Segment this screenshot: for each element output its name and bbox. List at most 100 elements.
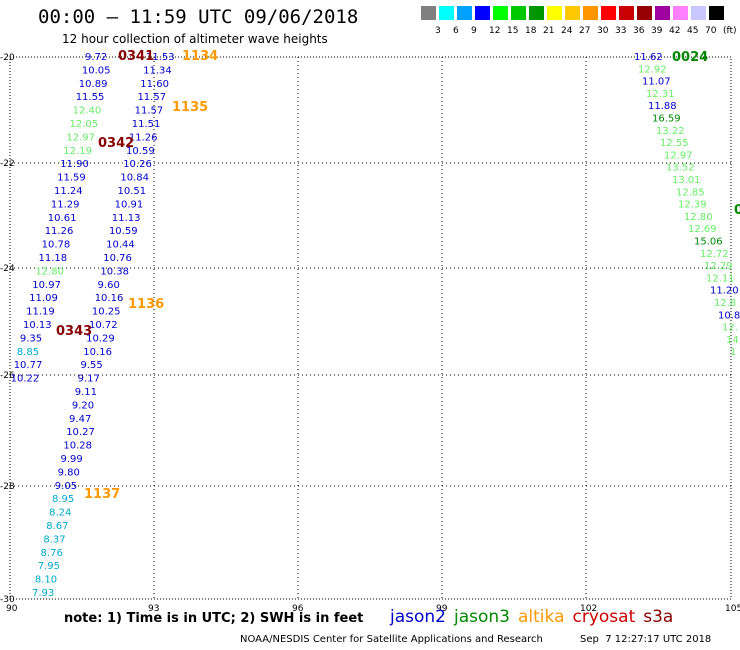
colorbar-unit: (ft): [723, 26, 737, 36]
swh-value: 12.80: [35, 266, 64, 277]
colorbar-swatch: [709, 6, 724, 20]
swh-value: 8.37: [43, 534, 65, 545]
swh-value: 12.19: [63, 146, 92, 157]
swh-value: 12.11: [706, 273, 735, 284]
map-frame: [9, 56, 732, 600]
colorbar-swatch: [439, 6, 454, 20]
swh-value: 12.85: [676, 187, 705, 198]
swh-value: 12.05: [70, 119, 99, 130]
colorbar-label: 33: [615, 26, 627, 36]
swh-value: 11.60: [140, 79, 169, 90]
swh-value: 11.90: [60, 159, 89, 170]
colorbar-swatch: [583, 6, 598, 20]
swh-value: 12.55: [660, 138, 689, 149]
pass-time-label: 1137: [84, 487, 120, 502]
colorbar-swatch: [511, 6, 526, 20]
swh-value: 9.60: [98, 280, 120, 291]
swh-value: 10.59: [126, 146, 155, 157]
swh-value: 11.19: [26, 307, 55, 318]
swh-value: 10.25: [92, 307, 121, 318]
colorbar-swatch: [637, 6, 652, 20]
colorbar-swatch: [529, 6, 544, 20]
colorbar-label: 42: [669, 26, 681, 36]
pass-time-label: 1134: [182, 49, 218, 64]
swh-value: 11.18: [39, 253, 68, 264]
swh-value: 10.51: [118, 186, 147, 197]
swh-value: 10.26: [123, 159, 152, 170]
swh-value: 15.06: [694, 237, 723, 248]
swh-value: 10.8: [718, 310, 740, 321]
swh-value: 10.76: [103, 253, 132, 264]
swh-value: 8.67: [46, 521, 68, 532]
swh-value: 10.72: [89, 320, 118, 331]
swh-value: 9.99: [61, 454, 83, 465]
swh-value: 8.10: [35, 575, 57, 586]
swh-value: 8.95: [52, 494, 74, 505]
colorbar-label: 3: [435, 26, 441, 36]
pass-time-label: 1135: [172, 100, 208, 115]
swh-value: 10.16: [95, 293, 124, 304]
swh-value: 13.52: [666, 163, 695, 174]
colorbar-swatch: [547, 6, 562, 20]
swh-value: 9.17: [78, 374, 100, 385]
swh-value: 10.91: [115, 199, 144, 210]
legend-jason2: jason2: [390, 607, 446, 627]
legend-s3a: s3a: [643, 607, 674, 627]
swh-value: 11.62: [634, 52, 663, 63]
swh-value: 10.27: [66, 427, 95, 438]
legend-jason3: jason3: [454, 607, 510, 627]
pass-time-label: 1136: [128, 297, 164, 312]
swh-value: 12.8: [714, 298, 736, 309]
swh-value: 10.59: [109, 226, 138, 237]
swh-value: 10.05: [82, 65, 111, 76]
swh-value: 11.57: [137, 92, 166, 103]
colorbar-label: 12: [489, 26, 501, 36]
swh-value: 8.85: [17, 347, 39, 358]
swh-value: 8.76: [41, 548, 63, 559]
swh-value: 10.13: [23, 320, 52, 331]
swh-value: 9.05: [55, 481, 77, 492]
swh-value: 11.07: [642, 77, 671, 88]
colorbar-label: 24: [561, 26, 573, 36]
swh-value: 1: [730, 347, 736, 358]
colorbar-label: 6: [453, 26, 459, 36]
satellite-legend: jason2 jason3 altika cryosat s3a: [390, 607, 681, 627]
colorbar-swatch: [691, 6, 706, 20]
colorbar-swatch: [475, 6, 490, 20]
swh-value: 12.92: [638, 64, 667, 75]
x-tick-label: 93: [148, 604, 159, 614]
swh-value: 10.77: [14, 360, 43, 371]
map-title: 00:00 – 11:59 UTC 09/06/2018: [38, 6, 359, 28]
swh-value: 11.29: [51, 199, 80, 210]
colorbar-label: 45: [687, 26, 699, 36]
swh-value: 8.24: [49, 508, 71, 519]
swh-value: 11.09: [29, 293, 58, 304]
pass-time-label: 0341: [118, 49, 154, 64]
legend-cryosat: cryosat: [572, 607, 636, 627]
colorbar-swatch: [655, 6, 670, 20]
swh-value: 13.01: [672, 175, 701, 186]
swh-value: 12.: [722, 323, 738, 334]
colorbar-swatch: [601, 6, 616, 20]
colorbar-label: 36: [633, 26, 645, 36]
x-tick-label: 90: [6, 604, 18, 614]
colorbar-label: 21: [543, 26, 555, 36]
colorbar-label: 39: [651, 26, 663, 36]
y-tick-label: -30: [0, 595, 15, 605]
credit-line: NOAA/NESDIS Center for Satellite Applica…: [240, 634, 543, 645]
colorbar-label: 15: [507, 26, 519, 36]
colorbar-swatch: [619, 6, 634, 20]
swh-value: 9.11: [75, 387, 97, 398]
swh-value: 11.53: [146, 52, 175, 63]
swh-value: 11.57: [135, 106, 164, 117]
colorbar-swatch: [565, 6, 580, 20]
swh-value: 16.59: [652, 114, 681, 125]
legend-altika: altika: [518, 607, 565, 627]
swh-value: 11.24: [54, 186, 83, 197]
swh-value: 11.55: [76, 92, 105, 103]
swh-value: 9.35: [20, 333, 42, 344]
swh-value: 10.89: [79, 79, 108, 90]
swh-value: 10.22: [11, 374, 40, 385]
x-tick-label: 96: [292, 604, 304, 614]
